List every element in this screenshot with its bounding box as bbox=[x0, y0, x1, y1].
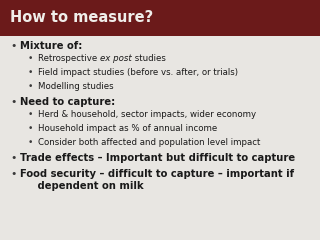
Text: •: • bbox=[10, 169, 16, 179]
Text: Mixture of:: Mixture of: bbox=[20, 41, 82, 50]
Text: Consider both affected and population level impact: Consider both affected and population le… bbox=[38, 138, 260, 147]
Text: Household impact as % of annual income: Household impact as % of annual income bbox=[38, 124, 217, 133]
Text: •: • bbox=[10, 96, 16, 107]
Text: Retrospective: Retrospective bbox=[38, 54, 100, 63]
Text: •: • bbox=[28, 138, 33, 147]
Text: ex post: ex post bbox=[100, 54, 132, 63]
Bar bbox=[0, 0, 320, 36]
Text: Food security – difficult to capture – important if
     dependent on milk: Food security – difficult to capture – i… bbox=[20, 169, 294, 192]
Text: Trade effects – Important but difficult to capture: Trade effects – Important but difficult … bbox=[20, 153, 295, 162]
Text: How to measure?: How to measure? bbox=[10, 10, 153, 25]
Text: Need to capture:: Need to capture: bbox=[20, 96, 115, 107]
Text: •: • bbox=[10, 41, 16, 50]
Text: •: • bbox=[28, 68, 33, 77]
Text: •: • bbox=[28, 82, 33, 91]
Text: Herd & household, sector impacts, wider economy: Herd & household, sector impacts, wider … bbox=[38, 110, 256, 119]
Text: •: • bbox=[28, 110, 33, 119]
Text: •: • bbox=[28, 124, 33, 133]
Text: •: • bbox=[10, 153, 16, 162]
Text: Field impact studies (before vs. after, or trials): Field impact studies (before vs. after, … bbox=[38, 68, 238, 77]
Text: •: • bbox=[28, 54, 33, 63]
Text: studies: studies bbox=[132, 54, 166, 63]
Text: Modelling studies: Modelling studies bbox=[38, 82, 114, 91]
